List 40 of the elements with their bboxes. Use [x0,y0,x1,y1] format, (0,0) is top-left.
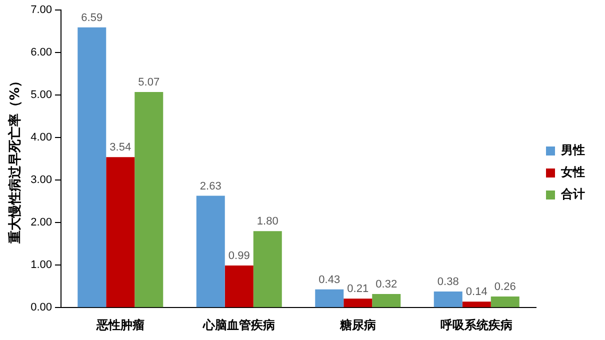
y-tick-label: 1.00 [30,259,52,272]
y-tick-label: 0.00 [30,302,52,314]
bar [224,266,254,308]
y-tick-label: 3.00 [30,174,52,186]
legend-label: 女性 [560,165,585,180]
bar [78,27,106,308]
bar [315,289,344,308]
text: 0.38 [437,276,459,288]
text: 0.14 [466,286,488,298]
text: 0.21 [347,283,369,296]
bar [134,92,164,308]
y-tick-label: 7.00 [30,4,52,16]
y-tick-label: 6.00 [30,46,52,59]
text: 2.63 [200,180,222,192]
bar [462,302,491,308]
bar [106,157,135,308]
bar [490,296,520,308]
x-tick-label: 呼吸系统疾病 [440,318,513,332]
bar [372,294,401,308]
y-tick-label: 4.00 [30,132,52,144]
text: 1.80 [256,216,278,228]
text: 0.99 [228,250,250,262]
bar [253,231,282,308]
bar [196,196,225,308]
text: 3.54 [110,142,132,154]
text: 0.43 [318,274,340,286]
x-tick-label: 心脑血管疾病 [202,318,276,332]
legend-label: 合计 [560,187,585,202]
legend-label: 男性 [560,143,585,158]
x-tick-label: 恶性肿瘤 [95,318,144,332]
text: 0.26 [494,281,516,294]
y-tick-label: 5.00 [30,89,52,102]
text: 5.07 [138,76,160,89]
text: 0.32 [376,278,398,291]
bar [434,291,462,308]
y-axis-title: 重大慢性病过早死亡率（%） [7,74,24,244]
text: 6.59 [81,12,103,24]
x-tick-label: 糖尿病 [338,318,376,332]
y-tick-label: 2.00 [30,216,52,229]
bar [344,298,372,308]
